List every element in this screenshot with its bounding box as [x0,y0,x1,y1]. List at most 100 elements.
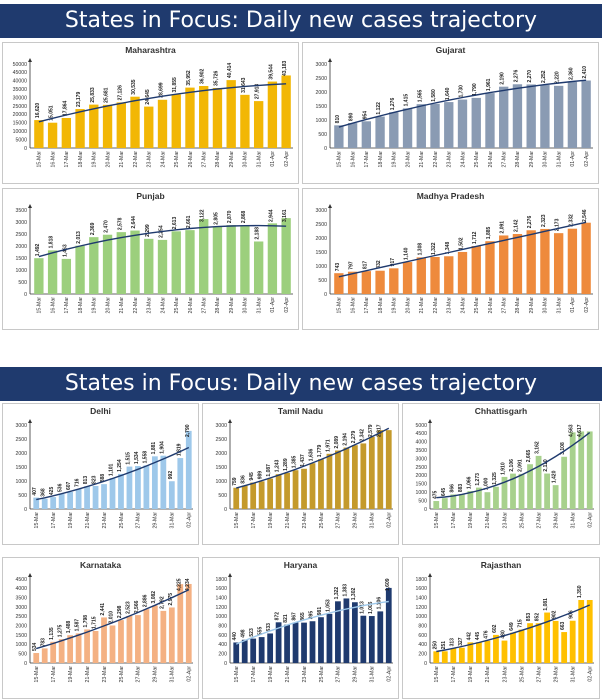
data-label: 1,502 [459,237,465,250]
y-tick-label: 1500 [15,633,27,639]
y-tick-label: 2500 [315,222,327,228]
data-label: 3,122 [200,209,206,222]
data-label: 1,101 [109,463,115,476]
data-label: 2,298 [117,605,123,618]
x-tick-label: 31-Mar [556,297,562,314]
data-label: 1,302 [351,588,357,601]
bar-chhattisgarh [441,498,448,509]
data-label: 534 [32,642,38,651]
bar-chhattisgarh [561,456,568,509]
data-label: 2,190 [500,72,506,85]
bar-haryana [275,622,282,663]
x-tick-label: 25-Mar [174,151,180,168]
x-tick-label: 24-Mar [160,151,166,168]
data-label: 442 [466,632,472,641]
x-tick-label: 26-Mar [188,297,194,314]
data-label: 1,779 [317,444,323,457]
data-label: 3,161 [282,209,288,222]
x-tick-label: 02-Apr [284,297,290,313]
y-tick-label: 3000 [315,62,327,68]
x-tick-label: 31-Mar [170,666,176,683]
data-label: 2,886 [142,594,148,607]
bar-delhi [135,466,141,509]
data-label: 992 [168,471,174,480]
x-tick-label: 27-Mar [502,151,508,168]
data-label: 523 [249,628,255,637]
y-tick-label: 1200 [415,605,427,611]
x-tick-label: 26-Mar [488,151,494,168]
bar-chhattisgarh [433,501,440,509]
y-tick-label: 1200 [215,605,227,611]
data-label: 1,122 [376,102,382,115]
bar-rajasthan [527,623,533,663]
y-tick-label: 2000 [315,236,327,242]
data-label: 1,961 [486,78,492,91]
x-tick-label: 16-Mar [50,297,56,314]
bar-karnataka [143,609,150,663]
bar-maharashtra [281,75,291,148]
data-label: 31,643 [241,77,247,93]
x-tick-label: 19-Mar [92,297,98,314]
data-label: 2,091 [518,459,524,472]
bar-tamil-nadu [292,470,299,509]
chart-tamil-nadu: Tamil Nadu 0 500 1000 1500 2000 2500 3000 759 15-… [202,403,399,545]
bar-karnataka [101,617,107,663]
bar-gujarat [416,104,426,148]
data-label: 981 [317,607,323,616]
data-label: 902 [552,610,558,619]
y-tick-label: 15000 [13,121,28,127]
x-tick-label: 15-Mar [37,297,43,314]
y-tick-label: 25000 [13,104,28,110]
data-label: 759 [232,477,238,486]
x-tick-label: 29-Mar [229,151,235,168]
x-tick-label: 15-Mar [337,297,343,314]
bar-chhattisgarh [510,473,516,509]
data-label: 1,437 [300,454,306,467]
y-tick-label: 35000 [13,87,28,93]
y-axis-arrow [28,419,32,423]
data-label: 607 [66,481,72,490]
data-label: 1,087 [266,464,272,477]
y-tick-label: 2000 [315,90,327,96]
x-tick-label: 25-Mar [474,297,480,314]
trend-line [38,224,287,258]
y-tick-label: 1000 [215,479,227,485]
x-tick-label: 19-Mar [468,666,474,683]
chart-gujarat: Gujarat 0 500 1000 1500 2000 2500 3000 810 15-Mar… [302,42,599,184]
y-tick-label: 500 [18,280,27,286]
bar-rajasthan [518,629,525,663]
y-tick-label: 500 [218,493,227,499]
bar-madhya-pradesh [430,256,440,294]
x-tick-label: 23-Mar [302,512,308,529]
data-label: 883 [458,484,464,493]
bar-gujarat [512,84,523,148]
bar-punjab [47,250,58,294]
bar-gujarat [402,108,413,148]
y-tick-label: 2500 [315,76,327,82]
data-label: 3,108 [560,442,566,455]
data-label: 4,563 [569,424,575,437]
bar-maharashtra [89,104,99,148]
bar-maharashtra [130,96,140,148]
data-label: 1,534 [134,451,140,464]
y-tick-label: 1500 [415,482,427,488]
bar-rajasthan [450,648,457,663]
bar-gujarat [334,125,344,148]
bar-tamil-nadu [318,459,324,509]
bar-karnataka [177,584,184,663]
bar-delhi [58,493,65,509]
data-label: 2,665 [526,449,532,462]
x-tick-label: 30-Mar [543,297,549,314]
data-label: 31,855 [172,77,178,93]
x-tick-label: 31-Mar [556,151,562,168]
bar-tamil-nadu [267,478,274,509]
data-label: 1,636 [309,448,315,461]
data-label: 2,360 [568,67,574,80]
data-label: 954 [362,111,368,120]
data-label: 43,183 [282,60,288,76]
data-label: 1,006 [368,601,374,614]
bar-haryana [351,602,358,663]
bar-karnataka [151,605,158,663]
data-label: 1,325 [492,472,498,485]
data-label: 17,864 [62,100,68,116]
